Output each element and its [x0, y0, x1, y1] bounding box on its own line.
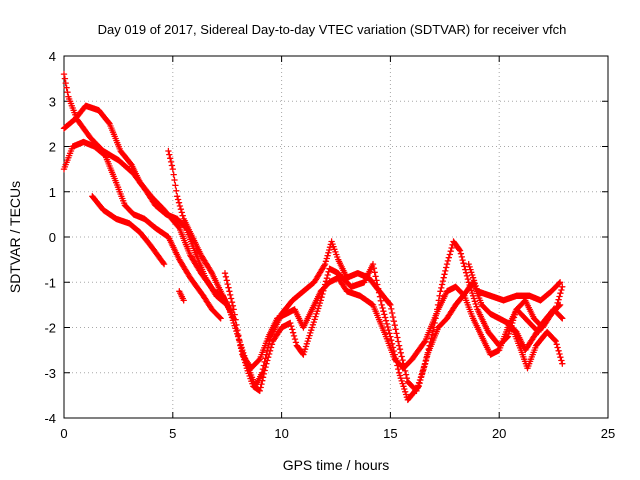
x-tick-labels: 0 5 10 15 20 25 — [60, 426, 615, 441]
y-tick-label: -1 — [44, 275, 56, 290]
y-tick-label: 1 — [49, 185, 56, 200]
axis-ticks — [63, 55, 609, 419]
series-track-10 — [509, 324, 566, 372]
y-tick-label: 0 — [49, 230, 56, 245]
chart-title: Day 019 of 2017, Sidereal Day-to-day VTE… — [98, 22, 567, 37]
series-track-7 — [221, 260, 566, 404]
y-tick-label: -3 — [44, 366, 56, 381]
series-track-2 — [60, 102, 233, 313]
y-tick-label: -4 — [44, 411, 56, 426]
x-tick-label: 5 — [169, 426, 176, 441]
x-tick-label: 10 — [274, 426, 288, 441]
y-tick-label: 3 — [49, 94, 56, 109]
grid — [64, 56, 608, 418]
y-axis-label: SDTVAR / TECUs — [7, 181, 23, 293]
data-series — [60, 70, 566, 404]
y-tick-label: 2 — [49, 140, 56, 155]
series-track-6 — [176, 288, 187, 304]
series-track-9 — [465, 260, 564, 304]
x-tick-label: 15 — [383, 426, 397, 441]
x-tick-label: 25 — [601, 426, 615, 441]
x-tick-label: 0 — [60, 426, 67, 441]
series-track-3 — [60, 138, 224, 322]
y-tick-labels: 4 3 2 1 0 -1 -2 -3 -4 — [44, 49, 56, 426]
y-tick-label: -2 — [44, 321, 56, 336]
series-track-8 — [239, 274, 566, 372]
x-axis-label: GPS time / hours — [283, 457, 390, 473]
x-tick-label: 20 — [492, 426, 506, 441]
y-tick-label: 4 — [49, 49, 56, 64]
series-track-4 — [89, 193, 168, 268]
